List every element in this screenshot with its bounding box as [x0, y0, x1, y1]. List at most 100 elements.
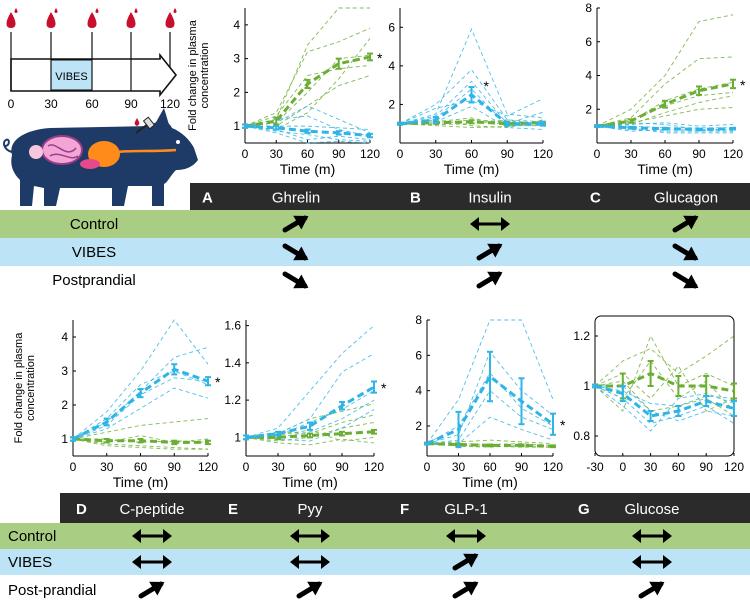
y-tick-label: 2 [233, 85, 240, 99]
mean-line-vibes [594, 384, 735, 418]
x-tick-label: 90 [501, 147, 515, 161]
individual-trace-control [596, 107, 734, 127]
individual-trace-vibes [426, 319, 554, 444]
effect-tables: Control VIBES Postprandial A Ghrelin B Insulin… [0, 183, 750, 603]
x-tick-label: 0 [619, 460, 626, 474]
significance-marker: * [560, 417, 566, 433]
arrow-head [446, 529, 455, 543]
individual-trace-vibes [72, 346, 209, 440]
individual-trace-vibes [72, 370, 209, 440]
y-tick-label: 1 [61, 432, 68, 446]
x-tick-label: 60 [658, 147, 672, 161]
x-tick-label: 60 [134, 460, 148, 474]
arrow-head [487, 271, 503, 286]
individual-trace-vibes [72, 387, 209, 440]
blood-drops [6, 8, 177, 28]
timeline-tick: 30 [44, 97, 58, 111]
timeline-arrow [10, 52, 178, 98]
x-tick-label: 60 [301, 147, 315, 161]
double-arrow-icon [132, 529, 172, 543]
y-tick-label: 1 [233, 119, 240, 133]
individual-trace-control [244, 64, 371, 127]
timeline-tick: 120 [160, 97, 180, 111]
double-arrow-icon [632, 529, 672, 543]
y-tick-label: 4 [388, 59, 395, 73]
arrow-head [663, 529, 672, 543]
individual-trace-vibes [399, 80, 544, 125]
individual-trace-control [594, 380, 735, 417]
individual-trace-control [244, 54, 371, 127]
individual-trace-vibes [244, 125, 371, 144]
mean-line-control [426, 442, 554, 448]
blood-drop-icon [14, 8, 18, 13]
x-tick-label: 0 [594, 147, 601, 161]
arrow-head [501, 217, 510, 231]
pig-esophagus [117, 148, 177, 154]
arrow-head [463, 581, 479, 596]
y-tick-label: 1.4 [224, 356, 241, 370]
arrow-up-right-icon [672, 215, 699, 233]
column-header: Glucagon [654, 190, 718, 207]
arrow-head [132, 529, 141, 543]
chart-glp-1: 0 30 60 90 120 2 4 6 8 Time (m) * [415, 313, 566, 490]
row-label: Control [8, 528, 56, 545]
arrow-head [290, 529, 299, 543]
x-tick-label: 60 [465, 147, 479, 161]
x-tick-label: 90 [700, 460, 714, 474]
arrow-head [163, 555, 172, 569]
arrow-head [683, 246, 699, 261]
blood-drop-icon [95, 8, 99, 13]
panel-letter: E [228, 501, 238, 518]
y-tick-label: 3 [61, 364, 68, 378]
arrow-up-right-icon [296, 581, 323, 599]
panel-letter: C [590, 190, 601, 207]
x-tick-label: 90 [515, 460, 529, 474]
y-tick-label: 1.2 [224, 393, 241, 407]
arrow-down-right-icon [282, 271, 309, 289]
timeline-schematic: VIBES 0 30 60 90 120 [6, 8, 180, 111]
x-tick-label: 30 [100, 460, 114, 474]
table-row-band [0, 210, 750, 238]
x-axis-label: Time (m) [280, 161, 335, 177]
individual-trace-vibes [72, 377, 209, 440]
row-label: Postprandial [52, 272, 135, 289]
x-tick-label: 90 [692, 147, 706, 161]
y-axis-label: Fold change in plasma [187, 19, 199, 131]
arrow-head [632, 555, 641, 569]
arrow-head [477, 529, 486, 543]
significance-marker: * [215, 374, 221, 390]
pig-tail [3, 138, 13, 153]
x-tick-label: 0 [242, 147, 249, 161]
pig-illustration [3, 108, 198, 206]
column-header: Pyy [297, 501, 323, 518]
x-tick-label: 30 [644, 460, 658, 474]
y-tick-label: 1.6 [224, 319, 241, 333]
arrow-up-right-icon [138, 581, 165, 599]
individual-trace-vibes [399, 98, 544, 125]
row-label: Control [70, 216, 118, 233]
individual-trace-control [426, 439, 554, 445]
x-axis-label: Time (m) [444, 161, 499, 177]
vibes-window-label: VIBES [55, 71, 87, 83]
individual-trace-control [594, 335, 735, 387]
x-tick-label: 30 [624, 147, 638, 161]
x-tick-label: 120 [198, 460, 218, 474]
x-tick-label: 120 [533, 147, 553, 161]
pig-eye [176, 140, 180, 144]
pig-ear [155, 108, 170, 128]
timeline-tick: 0 [8, 97, 15, 111]
y-tick-label: 6 [585, 35, 592, 49]
arrow-up-right-icon [452, 581, 479, 599]
x-tick-label: -30 [586, 460, 604, 474]
individual-trace-vibes [246, 399, 375, 438]
table-row-band [0, 549, 750, 575]
table-header-band [190, 183, 750, 210]
individual-trace-control [245, 436, 375, 446]
y-tick-label: 4 [233, 18, 240, 32]
arrow-head [293, 274, 309, 289]
y-tick-label: 1 [234, 430, 241, 444]
x-tick-label: 0 [397, 147, 404, 161]
arrow-head [683, 274, 699, 289]
double-arrow-icon [470, 217, 510, 231]
